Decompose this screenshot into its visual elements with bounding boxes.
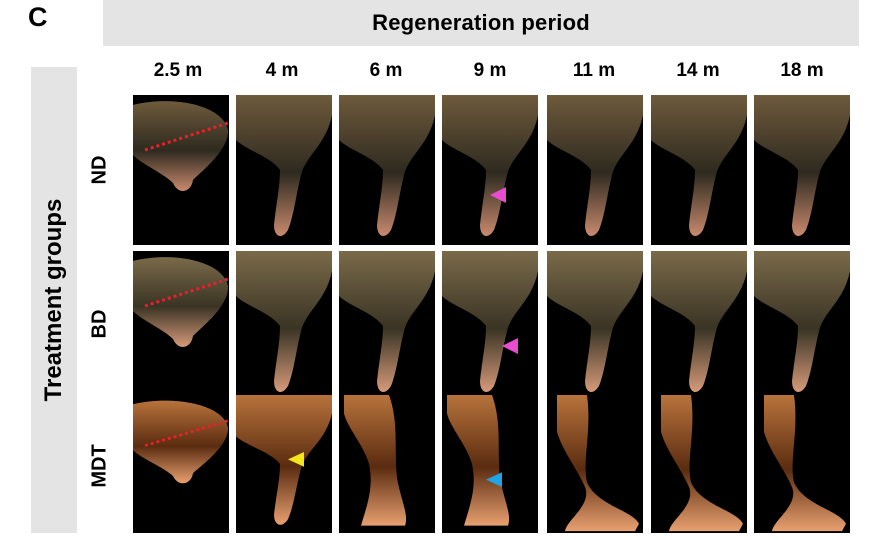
photo-nd-9m	[442, 95, 538, 245]
column-label-6m: 6 m	[369, 60, 403, 81]
row-label-bd: BD	[88, 309, 111, 339]
side-title: Treatment groups	[40, 198, 67, 402]
photo-mdt-18m	[754, 395, 850, 533]
header-title: Regeneration period	[372, 10, 590, 35]
column-label-4m: 4 m	[265, 60, 299, 81]
regeneration-period-header: Regeneration period	[103, 0, 859, 46]
photo-bd-9m	[442, 251, 538, 401]
panel-letter: C	[28, 2, 48, 32]
column-label-9m: 9 m	[473, 60, 507, 81]
photo-bd-18m	[754, 251, 850, 401]
row-label-mdt: MDT	[88, 444, 111, 488]
photo-bd-14m	[651, 251, 747, 401]
column-label-2-5m: 2.5 m	[153, 60, 203, 81]
row-label-nd: ND	[88, 155, 111, 185]
photo-nd-6m	[339, 95, 435, 245]
column-label-18m: 18 m	[780, 60, 824, 81]
photo-mdt-11m	[547, 395, 643, 533]
photo-mdt-4m	[236, 395, 332, 533]
photo-mdt-2-5m	[133, 395, 229, 533]
photo-nd-14m	[651, 95, 747, 245]
column-label-11m: 11 m	[572, 60, 616, 81]
photo-bd-4m	[236, 251, 332, 401]
photo-mdt-9m	[442, 395, 538, 533]
photo-bd-6m	[339, 251, 435, 401]
treatment-groups-sidebar	[31, 67, 77, 533]
column-label-14m: 14 m	[676, 60, 720, 81]
photo-bd-11m	[547, 251, 643, 401]
photo-mdt-14m	[651, 395, 747, 533]
photo-nd-2-5m	[133, 95, 229, 245]
photo-nd-18m	[754, 95, 850, 245]
photo-nd-4m	[236, 95, 332, 245]
photo-nd-11m	[547, 95, 643, 245]
photo-bd-2-5m	[133, 251, 229, 401]
photo-mdt-6m	[339, 395, 435, 533]
